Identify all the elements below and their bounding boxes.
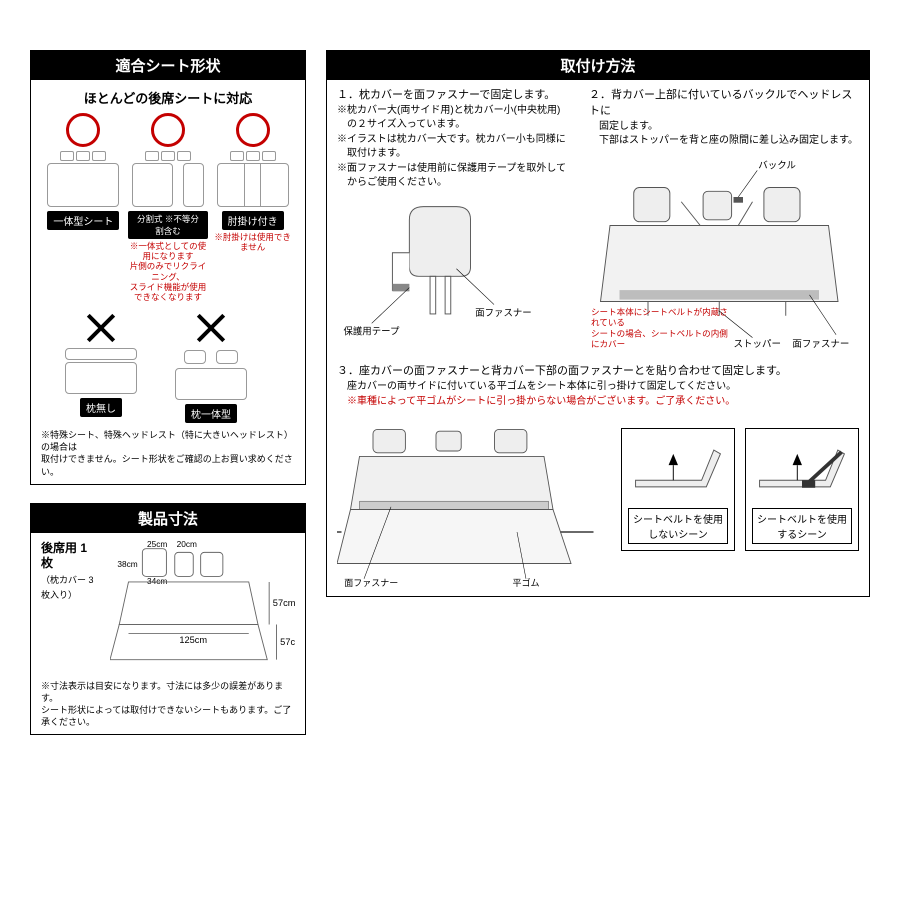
- subtitle: ほとんどの後席シートに対応: [41, 88, 295, 107]
- step-3-body: 面ファスナー 平ゴム シートベルト: [337, 420, 859, 590]
- dim-seat-d: 57cm: [280, 637, 295, 647]
- inset-no-belt: シートベルトを使用しないシーン: [621, 428, 735, 551]
- ok-icon: [66, 113, 100, 147]
- step1-diagram: 保護用テープ 面ファスナー: [337, 201, 557, 361]
- inset-pair: シートベルトを使用しないシーン シートベルトを使用: [621, 420, 859, 551]
- step-3-text: ３．座カバーの面ファスナーと背カバー下部の面ファスナーとを貼り合わせて固定します…: [337, 364, 859, 410]
- dim-hr-big-w: 25cm: [147, 541, 167, 549]
- panel-title: 製品寸法: [31, 504, 305, 533]
- inset-with-belt: シートベルトを使用するシーン: [745, 428, 859, 551]
- dim-label: 後席用 1 枚 （枕カバー 3 枚入り）: [41, 541, 100, 603]
- panel-installation: 取付け方法 １．枕カバーを面ファスナーで固定します。 ※枕カバー大(両サイド用)…: [326, 50, 870, 597]
- step3-diagram: 面ファスナー 平ゴム: [337, 420, 607, 590]
- svg-text:平ゴム: 平ゴム: [513, 577, 540, 588]
- dim-hr-sm-w: 20cm: [177, 541, 197, 549]
- panel-title: 適合シート形状: [31, 51, 305, 80]
- shape-ok-2: 分割式 ※不等分割含む ※一体式としての使用になります 片側のみでリクライニング…: [128, 113, 208, 302]
- dimensions-diagram: 25cm 20cm 38cm 34cm 125cm: [110, 541, 295, 674]
- svg-text:面ファスナー: 面ファスナー: [792, 339, 849, 349]
- ok-row: 一体型シート 分割式 ※不等分割含む ※一体式としての使用になります 片側のみで…: [41, 113, 295, 302]
- dim-hr-big-h: 38cm: [117, 559, 137, 569]
- panel-dimensions: 製品寸法 後席用 1 枚 （枕カバー 3 枚入り） 25cm: [30, 503, 306, 736]
- panel-compatible-shapes: 適合シート形状 ほとんどの後席シートに対応 一体型シート 分割式 ※不等分割含む: [30, 50, 306, 485]
- dims-footnote: ※寸法表示は目安になります。寸法には多少の誤差があります。 シート形状によっては…: [41, 680, 295, 729]
- dim-back-h: 57cm: [273, 598, 295, 608]
- ok-icon: [151, 113, 185, 147]
- ok-icon: [236, 113, 270, 147]
- step-2: ２．背カバー上部に付いているバックルでヘッドレストに 固定します。 下部はストッ…: [589, 88, 859, 364]
- svg-text:面ファスナー: 面ファスナー: [344, 578, 398, 588]
- dim-width: 125cm: [179, 635, 207, 645]
- shapes-footnote: ※特殊シート、特殊ヘッドレスト（特に大きいヘッドレスト）の場合は 取付けできませ…: [41, 429, 295, 478]
- svg-text:バックル: バックル: [758, 160, 796, 171]
- cross-icon: [195, 312, 227, 344]
- shape-ng-1: 枕無し: [61, 312, 141, 423]
- shape-ng-2: 枕一体型: [171, 312, 251, 423]
- svg-text:ストッパー: ストッパー: [734, 339, 782, 349]
- cross-icon: [85, 312, 117, 344]
- right-column: 取付け方法 １．枕カバーを面ファスナーで固定します。 ※枕カバー大(両サイド用)…: [326, 50, 870, 735]
- svg-text:面ファスナー: 面ファスナー: [475, 307, 531, 318]
- ng-row: 枕無し 枕一体型: [41, 312, 295, 423]
- dim-hr-sm-h: 34cm: [147, 575, 167, 585]
- panel-title: 取付け方法: [327, 51, 869, 80]
- step2-diagram: バックル ストッパー 面ファスナー: [589, 159, 859, 349]
- left-column: 適合シート形状 ほとんどの後席シートに対応 一体型シート 分割式 ※不等分割含む: [30, 50, 306, 735]
- install-top-row: １．枕カバーを面ファスナーで固定します。 ※枕カバー大(両サイド用)と枕カバー小…: [337, 88, 859, 364]
- svg-text:保護用テープ: 保護用テープ: [343, 326, 399, 337]
- step-1: １．枕カバーを面ファスナーで固定します。 ※枕カバー大(両サイド用)と枕カバー小…: [337, 88, 577, 364]
- page-layout: 適合シート形状 ほとんどの後席シートに対応 一体型シート 分割式 ※不等分割含む: [30, 50, 870, 735]
- shape-ok-3: 肘掛け付き ※肘掛けは使用できません: [213, 113, 293, 302]
- shape-ok-1: 一体型シート: [43, 113, 123, 302]
